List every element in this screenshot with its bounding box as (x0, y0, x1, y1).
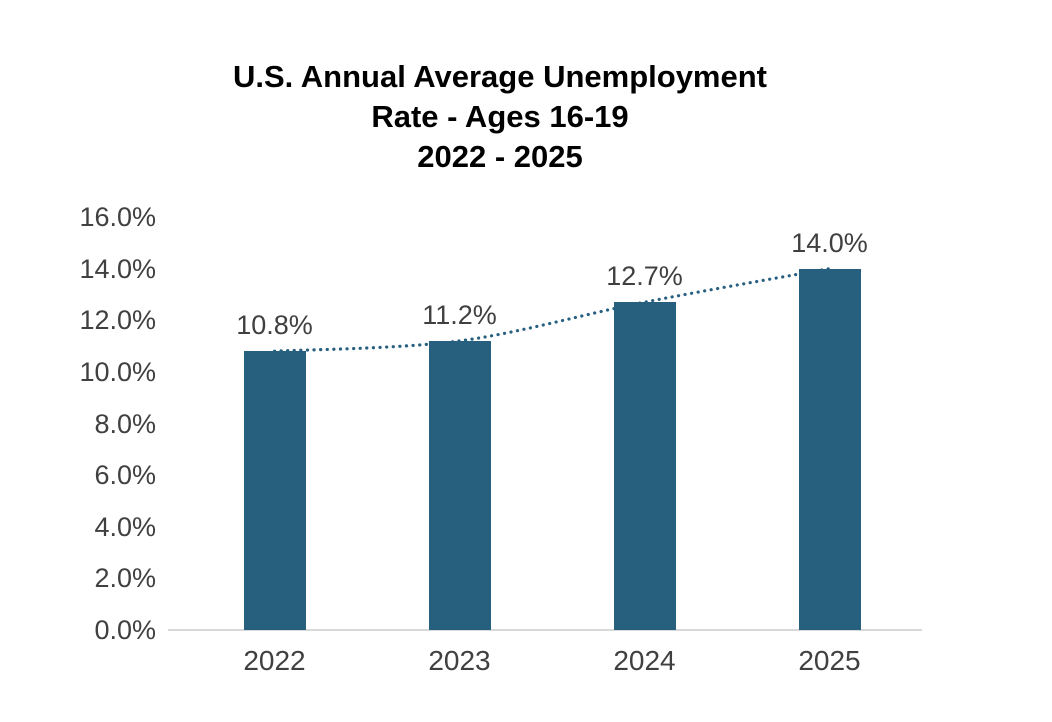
bar-data-label: 14.0% (791, 227, 868, 258)
x-axis-tick-label: 2024 (613, 645, 676, 676)
x-axis-line (168, 629, 922, 631)
chart-title-line2: Rate - Ages 16-19 (371, 99, 629, 134)
y-axis-tick-label: 10.0% (79, 356, 156, 387)
y-axis-tick-label: 4.0% (94, 511, 156, 542)
y-axis-tick-label: 6.0% (94, 460, 156, 491)
bar (243, 351, 306, 630)
bar (613, 302, 676, 630)
x-axis-tick-label: 2022 (243, 645, 306, 676)
bar-data-label: 10.8% (236, 310, 313, 341)
bar-data-label: 11.2% (422, 299, 497, 330)
y-axis-tick-label: 12.0% (79, 305, 156, 336)
bar (428, 340, 491, 630)
x-axis-tick-label: 2025 (798, 645, 861, 676)
chart-title: U.S. Annual Average Unemployment Rate - … (0, 57, 1000, 177)
y-axis-tick-label: 16.0% (79, 202, 156, 232)
y-axis-tick-label: 0.0% (94, 615, 156, 645)
bar-data-label: 12.7% (606, 261, 683, 292)
chart-title-line3: 2022 - 2025 (417, 139, 583, 174)
x-axis-tick-label: 2023 (428, 645, 491, 676)
chart-title-line1: U.S. Annual Average Unemployment (233, 59, 767, 94)
y-axis-tick-label: 8.0% (94, 408, 156, 439)
trendline-path (272, 267, 832, 353)
y-axis-tick-label: 2.0% (94, 563, 156, 594)
y-axis-tick-label: 14.0% (79, 253, 156, 284)
bar (798, 268, 861, 630)
